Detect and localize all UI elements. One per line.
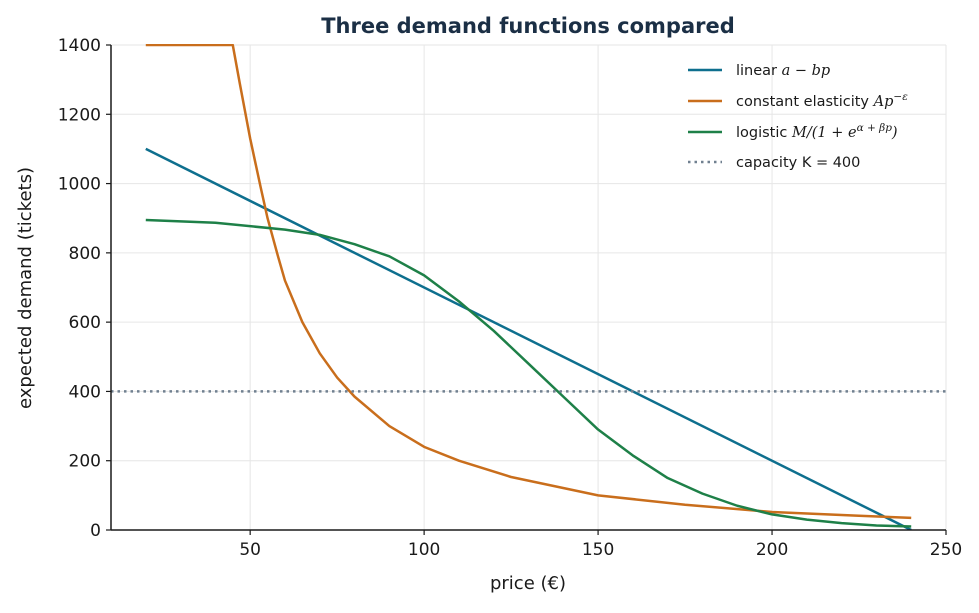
y-tick-label: 600: [69, 313, 101, 333]
y-tick-label: 0: [90, 521, 101, 541]
legend-label-1: constant elasticity Ap−ε: [736, 91, 908, 110]
grid-lines: [111, 44, 947, 531]
x-tick-label: 150: [582, 540, 614, 560]
series-line-1: [145, 44, 912, 520]
y-tick-label: 1000: [58, 175, 101, 195]
x-tick-label: 250: [930, 540, 962, 560]
series-line-0: [145, 147, 912, 530]
legend-label-2: logistic M/(1 + eα + βp): [736, 122, 898, 141]
series-lines: [111, 44, 946, 530]
series-line-2: [145, 218, 912, 528]
y-tick-label: 800: [69, 244, 101, 264]
axes: [110, 45, 946, 531]
y-axis-label: expected demand (tickets): [15, 167, 36, 409]
y-tick-label: 200: [69, 452, 101, 472]
legend-label-0: linear a − bp: [736, 63, 830, 79]
y-tick-label: 1200: [58, 105, 101, 125]
x-tick-label: 50: [239, 540, 261, 560]
x-tick-label: 100: [408, 540, 440, 560]
x-tick-label: 200: [756, 540, 788, 560]
y-tick-label: 400: [69, 382, 101, 402]
x-axis-label: price (€): [490, 573, 566, 594]
ticks: 50 100 150 200 250 0 200 400 600 800 1000 1200 1400: [58, 36, 962, 560]
y-tick-label: 1400: [58, 36, 101, 56]
chart-title: Three demand functions compared: [321, 14, 735, 38]
legend-label-3: capacity K = 400: [736, 155, 860, 171]
legend: linear a − bp constant elasticity Ap−ε log…: [688, 63, 908, 171]
